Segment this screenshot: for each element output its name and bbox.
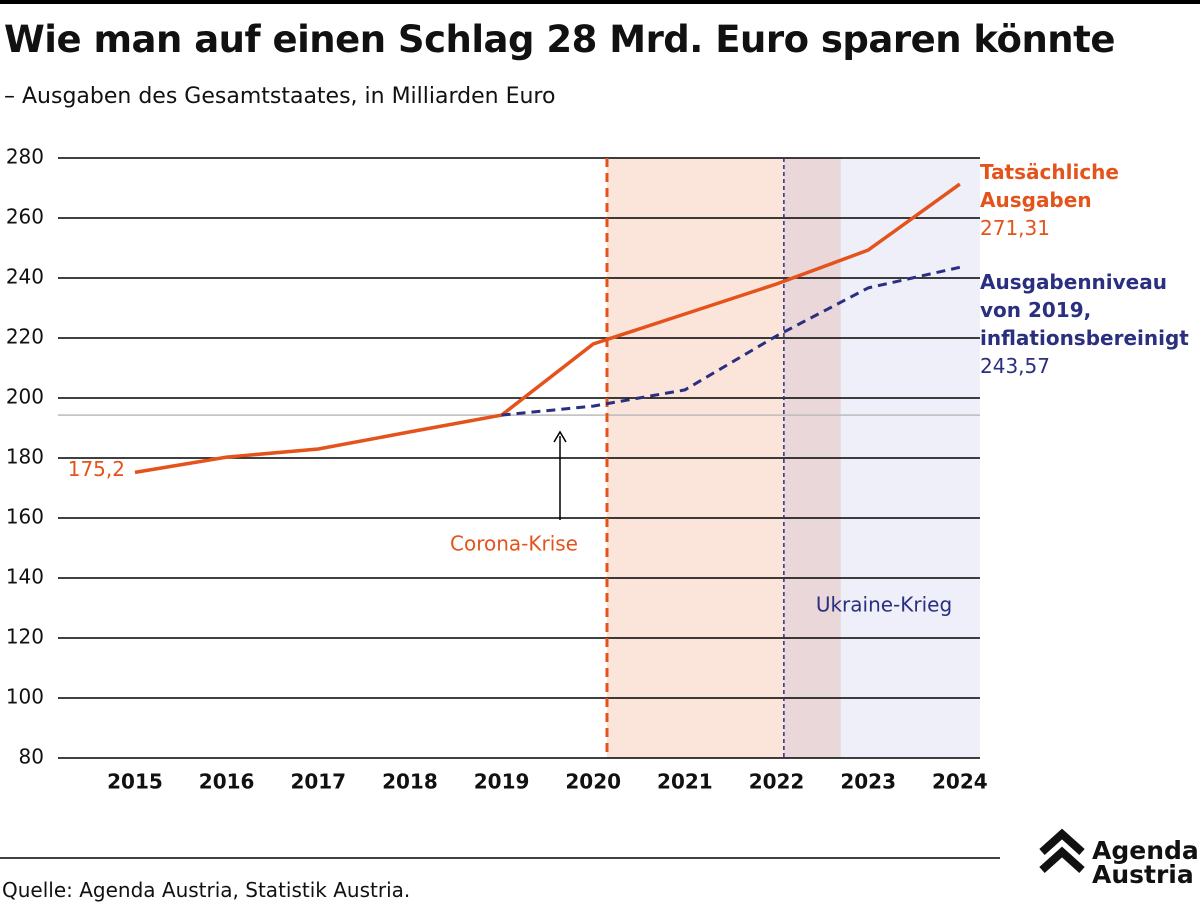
x-tick-label: 2017 [290, 770, 346, 794]
legend-entry: Tatsächliche Ausgaben 271,31 [980, 160, 1119, 240]
logo-text: Agenda [1092, 836, 1199, 865]
x-tick-label: 2021 [657, 770, 713, 794]
y-tick-label: 220 [6, 325, 44, 349]
annotation: Corona-Krise [450, 532, 578, 556]
y-tick-label: 120 [6, 625, 44, 649]
logo-chevron [1039, 828, 1085, 855]
y-tick-label: 200 [6, 385, 44, 409]
data-label: 175,2 [68, 457, 125, 481]
x-tick-label: 2019 [474, 770, 530, 794]
data-layer: 175,2 [68, 182, 961, 481]
y-tick-label: 280 [6, 145, 44, 169]
y-tick-label: 180 [6, 445, 44, 469]
y-tick-label: 100 [6, 685, 44, 709]
y-tick-label: 140 [6, 565, 44, 589]
x-tick-label: 2018 [382, 770, 438, 794]
chart-title: Wie man auf einen Schlag 28 Mrd. Euro sp… [4, 18, 1115, 61]
logo-chevron [1039, 846, 1085, 873]
legend-entry: Ausgabenniveau von 2019, inflationsberei… [980, 270, 1189, 378]
x-tick-label: 2024 [932, 770, 988, 794]
annotation: Ukraine-Krieg [816, 593, 952, 617]
arrow-head [553, 430, 567, 443]
x-tick-label: 2023 [840, 770, 896, 794]
x-tick-label: 2015 [107, 770, 163, 794]
chart-subtitle: – Ausgaben des Gesamtstaates, in Milliar… [4, 84, 556, 109]
y-tick-label: 240 [6, 265, 44, 289]
source: Quelle: Agenda Austria, Statistik Austri… [2, 878, 411, 902]
x-tick-label: 2020 [565, 770, 621, 794]
data-label: 243,57 [980, 354, 1050, 378]
y-tick-label: 260 [6, 205, 44, 229]
data-label: 271,31 [980, 216, 1050, 240]
series-line [501, 265, 961, 417]
top-bar [0, 0, 1200, 4]
logo-text: Austria [1092, 860, 1194, 889]
y-tick-label: 160 [6, 505, 44, 529]
x-tick-label: 2022 [749, 770, 805, 794]
y-tick-label: 80 [19, 745, 44, 769]
series-line [134, 182, 961, 475]
x-tick-label: 2016 [199, 770, 255, 794]
grid-layer: 80 100 120 140 160 180 200 220 240 260 280 2015 2016… [6, 145, 988, 794]
